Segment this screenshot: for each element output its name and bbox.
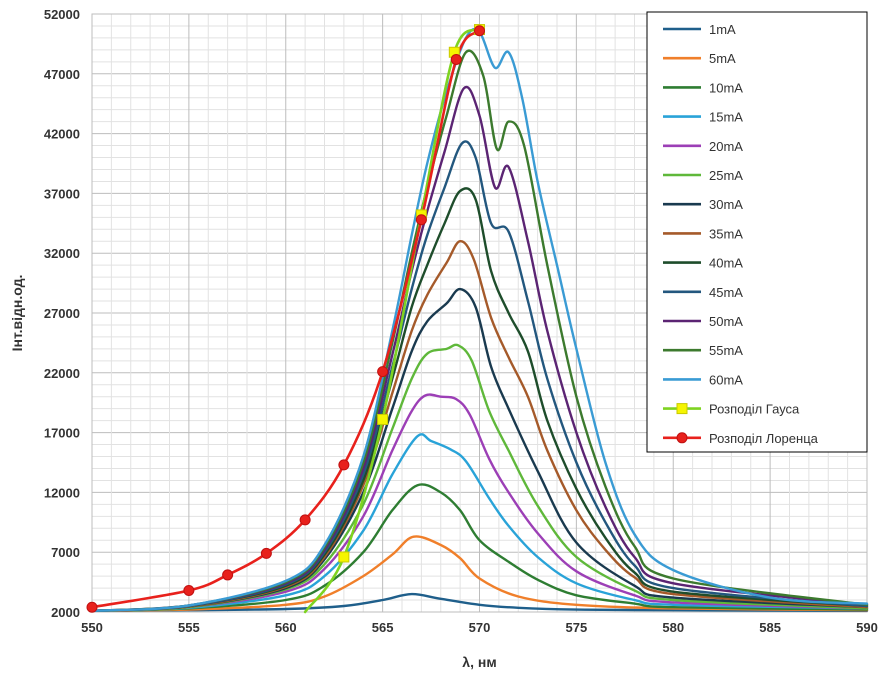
legend-label: 45mA xyxy=(709,285,743,300)
x-tick-label: 560 xyxy=(275,620,297,635)
lorentz-point xyxy=(86,601,98,613)
gauss-point xyxy=(338,551,350,563)
series-line-10ma xyxy=(90,483,869,612)
y-tick-label: 27000 xyxy=(44,306,80,321)
legend-label: Розподіл Лоренца xyxy=(709,431,819,446)
plot-markers xyxy=(86,24,485,613)
series-line-55ma xyxy=(90,49,869,612)
y-tick-label: 52000 xyxy=(44,7,80,22)
y-tick-label: 47000 xyxy=(44,67,80,82)
series-line-35ma xyxy=(90,239,869,612)
series-line-30ma xyxy=(90,287,869,612)
legend-label: 10mA xyxy=(709,80,743,95)
x-axis-title: λ, нм xyxy=(462,654,496,670)
y-tick-label: 17000 xyxy=(44,426,80,441)
series-line-25ma xyxy=(90,343,869,612)
series-line-50ma xyxy=(90,85,869,612)
x-tick-label: 555 xyxy=(178,620,200,635)
legend-label: 5mA xyxy=(709,51,736,66)
series-line-1ma xyxy=(90,592,869,612)
legend-marker-circle xyxy=(676,432,688,444)
gauss-point xyxy=(377,413,389,425)
lorentz-point xyxy=(222,569,234,581)
y-tick-label: 12000 xyxy=(44,485,80,500)
series-line-5ma xyxy=(90,535,869,612)
x-tick-label: 575 xyxy=(566,620,588,635)
series-line-20ma xyxy=(90,393,869,612)
series-line-60ma xyxy=(90,27,869,612)
series-line-40ma xyxy=(90,187,869,612)
lorentz-point xyxy=(377,366,389,378)
lorentz-point xyxy=(450,53,462,65)
y-tick-label: 42000 xyxy=(44,127,80,142)
legend-label: 50mA xyxy=(709,314,743,329)
legend-label: 30mA xyxy=(709,197,743,212)
legend: 1mA 5mA 10mA 15mA 20mA 25mA 30mA 35mA 40mA 45mA 50… xyxy=(646,11,868,453)
legend-label: 15mA xyxy=(709,110,743,125)
legend-label: 20mA xyxy=(709,139,743,154)
x-tick-label: 565 xyxy=(372,620,394,635)
lorentz-point xyxy=(415,214,427,226)
lorentz-point xyxy=(183,584,195,596)
y-tick-label: 32000 xyxy=(44,246,80,261)
legend-label: 35mA xyxy=(709,226,743,241)
legend-label: 1mA xyxy=(709,22,736,37)
legend-marker-square xyxy=(676,403,688,415)
x-tick-label: 570 xyxy=(469,620,491,635)
lorentz-point xyxy=(338,459,350,471)
y-axis-title: Інт.відн.од. xyxy=(9,275,25,352)
legend-label: Розподіл Гауса xyxy=(709,402,800,417)
lorentz-point xyxy=(299,514,311,526)
legend-label: 25mA xyxy=(709,168,743,183)
x-tick-label: 585 xyxy=(759,620,781,635)
series-line-15ma xyxy=(90,433,869,612)
x-tick-label: 580 xyxy=(662,620,684,635)
y-tick-label: 2000 xyxy=(51,605,80,620)
series-line-45ma xyxy=(90,140,869,612)
axis-ticks: 550 555 560 565 570 575 580 585 590 2000 7000 12000… xyxy=(44,7,878,635)
x-tick-label: 550 xyxy=(81,620,103,635)
legend-label: 55mA xyxy=(709,343,743,358)
lorentz-point xyxy=(260,547,272,559)
y-tick-label: 37000 xyxy=(44,186,80,201)
y-tick-label: 22000 xyxy=(44,366,80,381)
legend-box xyxy=(646,11,868,453)
y-tick-label: 7000 xyxy=(51,545,80,560)
lorentz-point xyxy=(474,25,485,37)
legend-label: 60mA xyxy=(709,372,743,387)
x-tick-label: 590 xyxy=(856,620,878,635)
legend-label: 40mA xyxy=(709,256,743,271)
